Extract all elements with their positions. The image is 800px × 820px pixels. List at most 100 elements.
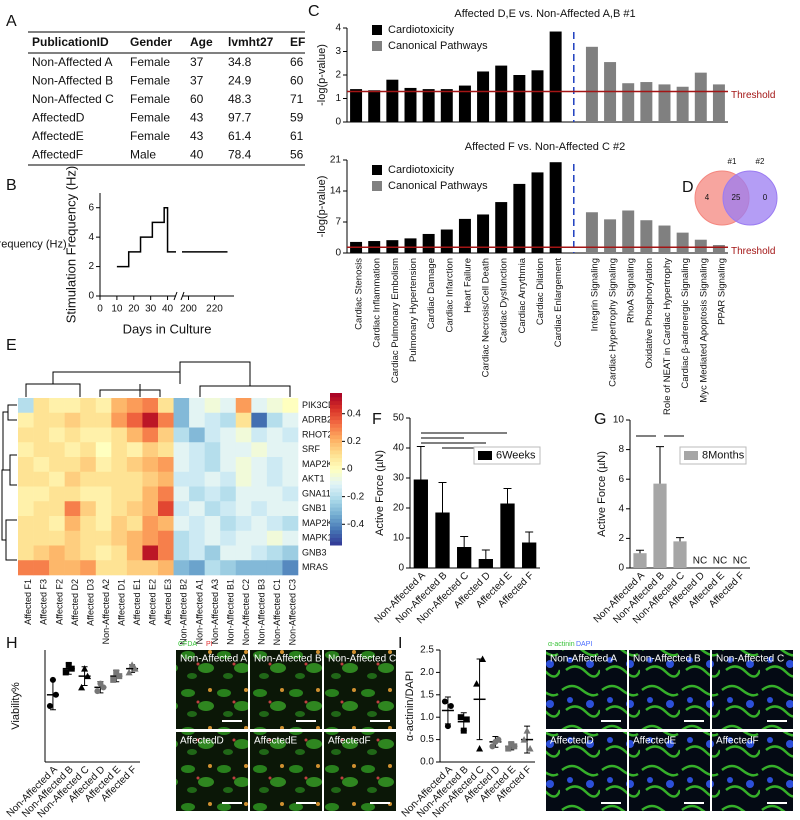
heatmap-cell	[64, 442, 81, 458]
data-point	[457, 714, 464, 721]
x-tick-label: 40	[162, 304, 174, 315]
data-point	[49, 676, 56, 683]
bar	[435, 512, 450, 568]
heatmap-cell	[111, 427, 128, 443]
heatmap-cell	[18, 427, 34, 443]
x-tick-label: Cardiac Stenosis	[354, 258, 365, 330]
significance-brackets	[421, 432, 684, 449]
column-label: Affected F3	[39, 579, 49, 625]
y-tick-label: 10	[613, 415, 625, 426]
colorbar-segment	[330, 396, 342, 402]
heatmap-cell	[251, 471, 268, 487]
heatmap-cell	[64, 412, 81, 428]
heatmap-cell	[64, 516, 81, 532]
heatmap-cell	[251, 530, 268, 546]
heatmap-cell	[142, 427, 159, 443]
column-label: Non-Affected B3	[256, 579, 266, 645]
colorbar-segment	[330, 446, 342, 451]
y-tick-label: 2	[335, 70, 341, 81]
colorbar-tick-label: -0.2	[347, 491, 365, 502]
y-tick-label: 10	[393, 533, 405, 544]
y-axis-label: Stimulation Frequency (Hz)	[63, 166, 78, 324]
heatmap-cell	[204, 427, 221, 443]
bar	[549, 31, 562, 122]
data-point	[116, 673, 123, 680]
heatmap-cell	[158, 516, 174, 532]
heatmap-cell	[111, 560, 128, 576]
heatmap-cell	[189, 457, 205, 473]
heatmap-cell	[158, 427, 174, 443]
micrograph	[250, 650, 322, 729]
x-tick-label: Integrin Signaling	[589, 258, 600, 331]
heatmap-cell	[158, 545, 174, 561]
heatmap-cell	[64, 530, 81, 546]
heatmap-cell	[266, 560, 283, 576]
colorbar-segment	[330, 537, 342, 542]
row-label: AKT1	[302, 474, 325, 484]
heatmap-cell	[18, 471, 34, 487]
heatmap-cell	[158, 442, 174, 458]
table-header: Age	[190, 35, 213, 49]
heatmap-cell	[220, 530, 237, 546]
micrograph-label: AffectedD	[180, 736, 224, 747]
heatmap-cell	[220, 501, 237, 517]
data-point	[441, 698, 448, 705]
stain-label: PI	[206, 641, 213, 648]
colorbar-segment	[330, 529, 342, 535]
colorbar-segment	[330, 541, 342, 546]
heatmap-cell	[80, 398, 97, 414]
table-cell: Female	[130, 129, 170, 143]
table-cell: Female	[130, 55, 170, 69]
heatmap-cell	[235, 457, 252, 473]
y-tick-label: 1.0	[420, 712, 434, 723]
heatmap-cell	[95, 545, 112, 561]
heatmap-cell	[204, 501, 221, 517]
colorbar-tick-label: 0	[347, 464, 353, 475]
heatmap-cell	[49, 471, 65, 487]
heatmap-cell	[251, 427, 268, 443]
colorbar-segment	[330, 533, 342, 538]
heatmap-cell	[142, 501, 159, 517]
data-point	[495, 736, 502, 743]
column-label: Non-Affected B1	[225, 579, 235, 645]
heatmap-cell	[282, 457, 299, 473]
bar	[712, 84, 725, 122]
heatmap-cell	[80, 427, 97, 443]
y-tick-label: 7	[335, 217, 341, 228]
heatmap-cell	[266, 545, 283, 561]
heatmap-cell	[126, 457, 143, 473]
heatmap-cell	[142, 530, 159, 546]
table-cell: 60	[290, 74, 304, 88]
bar	[658, 84, 671, 122]
micrograph-label: Non-Affected C	[716, 654, 784, 665]
row-label: MAP2K7	[302, 518, 338, 528]
heatmap-cell	[49, 516, 65, 532]
heatmap-cell	[33, 545, 50, 561]
heatmap-cell	[64, 560, 81, 576]
heatmap-cell	[189, 486, 205, 502]
column-label: Non-Affected C3	[288, 579, 298, 645]
x-tick-label: 200	[180, 304, 197, 315]
colorbar-segment	[330, 495, 342, 500]
data-point	[62, 669, 69, 676]
data-point	[46, 703, 53, 709]
heatmap-cell	[33, 427, 50, 443]
x-tick-label: Cardiac Enlargement	[553, 258, 564, 348]
heatmap-cell	[142, 471, 159, 487]
heatmap-cell	[64, 398, 81, 414]
x-tick-label: RhoA Signaling	[626, 258, 637, 323]
heatmap-cell	[204, 486, 221, 502]
heatmap-cell	[33, 560, 50, 576]
heatmap-cell	[173, 471, 190, 487]
colorbar-segment	[330, 434, 342, 440]
table-cell: 61.4	[228, 129, 252, 143]
heatmap-cell	[142, 457, 159, 473]
x-tick-label: Cardiac Necrosis/Cell Death	[481, 258, 492, 377]
heatmap-cell	[111, 530, 128, 546]
y-tick-label: 2.5	[420, 645, 434, 656]
data-point	[460, 727, 467, 734]
row-label: MRAS	[302, 562, 328, 572]
heatmap-cell	[282, 442, 299, 458]
micrograph	[324, 732, 396, 811]
bar	[673, 541, 687, 568]
